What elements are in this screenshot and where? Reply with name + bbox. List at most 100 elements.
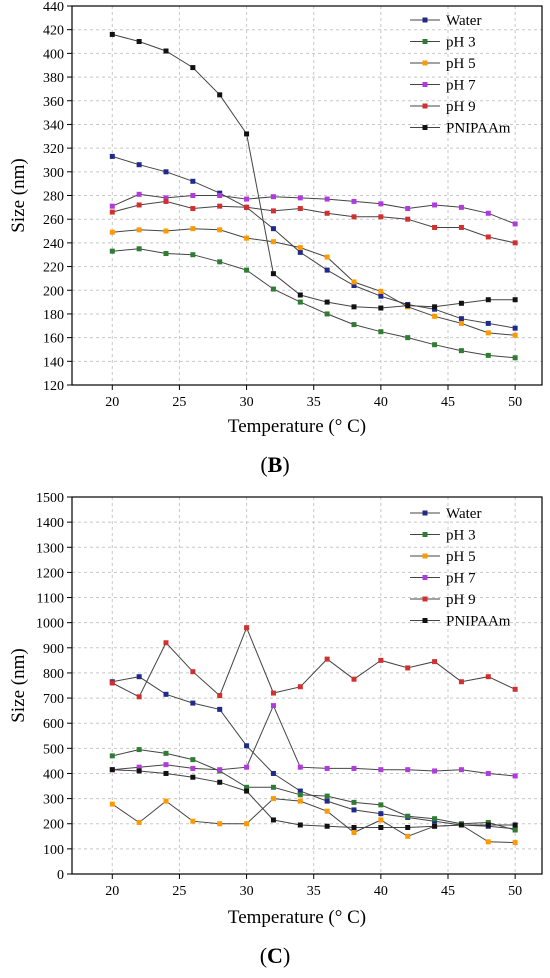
data-point (485, 819, 491, 825)
x-axis-label: Temperature (° C) (228, 416, 366, 437)
data-point (190, 774, 196, 780)
legend-label: pH 7 (446, 571, 476, 587)
data-point (297, 822, 303, 828)
legend-marker (422, 618, 428, 623)
legend-label: pH 5 (446, 549, 476, 565)
data-point (217, 821, 223, 827)
data-point (378, 657, 384, 663)
series-pnipaam (109, 31, 518, 311)
legend-marker (422, 82, 428, 87)
data-point (217, 706, 223, 712)
data-point (136, 819, 142, 825)
legend-label: pH 5 (446, 56, 476, 72)
data-point (351, 214, 357, 220)
y-tick-label: 0 (57, 868, 64, 883)
data-point (378, 288, 384, 294)
y-tick-label: 1300 (36, 541, 64, 556)
data-point (512, 325, 518, 331)
legend-marker (422, 39, 428, 44)
data-point (512, 822, 518, 828)
y-tick-label: 600 (43, 717, 64, 732)
data-point (378, 825, 384, 831)
data-point (324, 311, 330, 317)
x-tick-label: 25 (172, 395, 186, 410)
data-point (244, 821, 250, 827)
y-tick-label: 300 (43, 166, 64, 181)
legend-marker (422, 553, 428, 559)
data-point (163, 798, 169, 804)
data-point (190, 818, 196, 824)
data-point (324, 299, 330, 305)
data-point (270, 796, 276, 802)
legend-marker (422, 17, 428, 23)
data-point (324, 823, 330, 829)
y-tick-label: 700 (43, 692, 64, 707)
y-tick-label: 1100 (37, 592, 64, 607)
y-tick-label: 1500 (36, 491, 64, 506)
y-tick-label: 140 (43, 355, 64, 370)
data-point (485, 352, 491, 358)
x-tick-label: 40 (374, 884, 388, 899)
data-point (324, 267, 330, 273)
data-point (190, 765, 196, 771)
series-line-ph-3 (112, 248, 516, 359)
data-point (190, 252, 196, 258)
data-point (244, 784, 250, 790)
data-point (217, 767, 223, 773)
series-line-pnipaam (112, 33, 516, 309)
y-tick-label: 500 (43, 742, 64, 757)
data-point (190, 65, 196, 71)
x-tick-label: 25 (172, 884, 186, 899)
data-point (485, 320, 491, 326)
legend-label: Water (446, 13, 481, 29)
series-ph-7 (109, 191, 518, 227)
data-point (190, 700, 196, 706)
x-tick-label: 20 (105, 884, 119, 899)
data-point (351, 825, 357, 831)
data-point (405, 216, 411, 222)
data-point (270, 286, 276, 292)
series-ph-9 (109, 198, 518, 246)
data-point (136, 202, 142, 208)
data-point (297, 245, 303, 251)
x-tick-label: 20 (105, 395, 119, 410)
legend-marker (422, 596, 428, 602)
legend-label: pH 9 (446, 99, 476, 115)
data-point (512, 221, 518, 227)
data-point (270, 226, 276, 232)
series-line-ph-9 (112, 626, 516, 698)
x-tick-label: 45 (441, 884, 455, 899)
data-point (458, 316, 464, 322)
data-point (217, 92, 223, 98)
series-line-water (112, 676, 516, 830)
y-tick-label: 300 (43, 793, 64, 808)
data-point (351, 830, 357, 836)
data-point (217, 227, 223, 233)
x-tick-label: 30 (240, 884, 254, 899)
data-point (163, 762, 169, 768)
data-point (109, 801, 115, 807)
series-line-ph-7 (112, 193, 516, 225)
series-line-ph-3 (112, 749, 516, 831)
data-point (324, 765, 330, 771)
data-point (432, 313, 438, 319)
data-point (190, 669, 196, 675)
data-point (405, 665, 411, 671)
series-pnipaam (109, 767, 518, 831)
legend-marker (422, 510, 428, 516)
data-point (512, 297, 518, 303)
legend-label: pH 3 (446, 528, 476, 544)
data-point (297, 764, 303, 770)
data-point (324, 793, 330, 799)
chart-panel-b: 20 25 30 35 40 45 50 120 140 160 180 200 220 240 260 28… (8, 0, 543, 477)
data-point (378, 767, 384, 773)
series-line-pnipaam (112, 769, 516, 828)
y-axis-label: Size (nm) (8, 648, 29, 722)
data-point (163, 750, 169, 756)
data-point (324, 196, 330, 202)
data-point (378, 329, 384, 335)
data-point (458, 300, 464, 306)
data-point (432, 768, 438, 774)
y-tick-label: 400 (43, 47, 64, 62)
